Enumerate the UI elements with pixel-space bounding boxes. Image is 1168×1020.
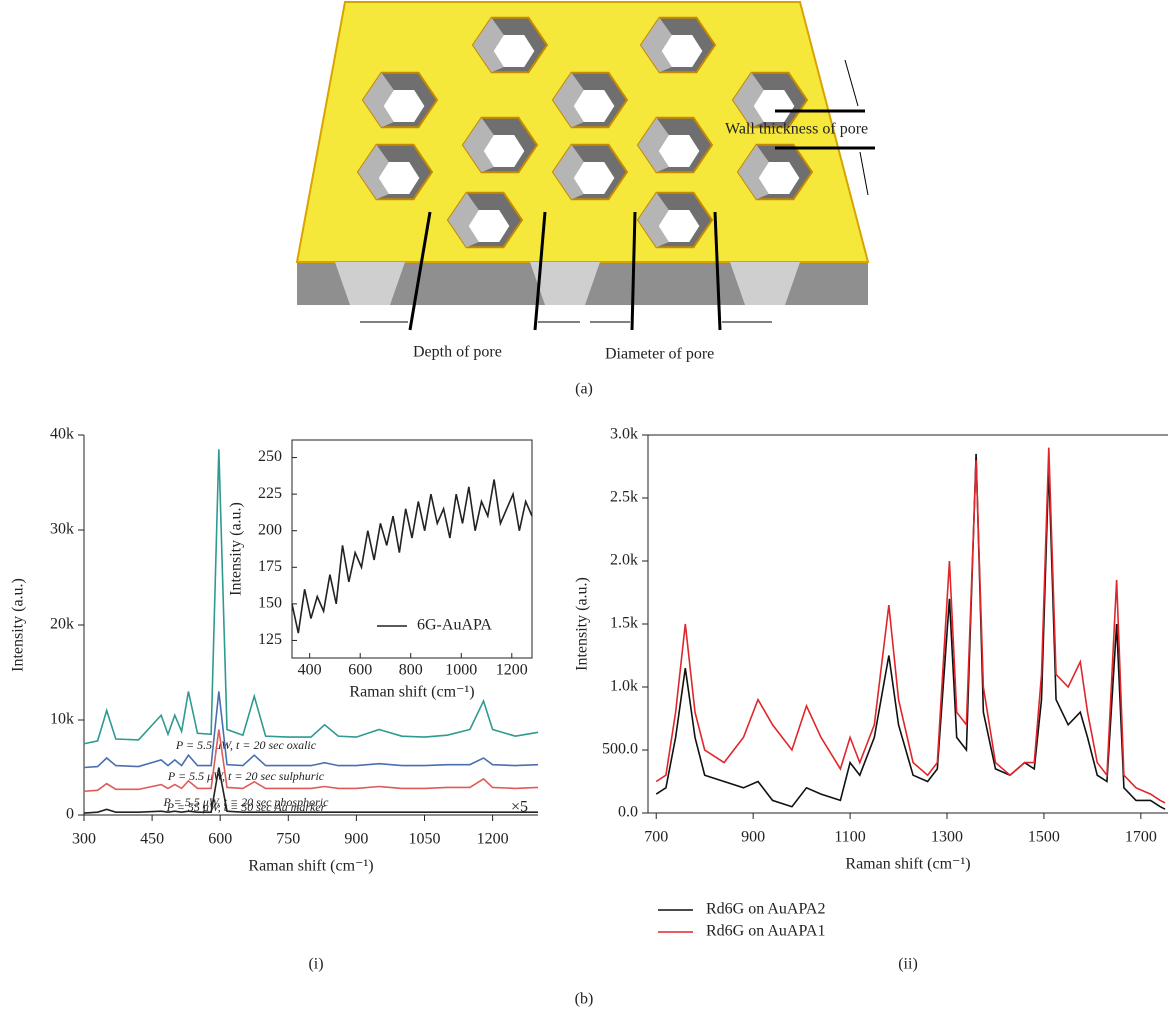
- y-tick-label: 2.5k: [610, 489, 638, 506]
- x-tick-label: 1050: [409, 831, 441, 848]
- caption: (i): [308, 956, 323, 973]
- x-tick-label: 1700: [1125, 829, 1157, 846]
- x-tick-label: 600: [208, 831, 232, 848]
- x-tick-label: 1500: [1028, 829, 1060, 846]
- y-axis-label: Intensity (a.u.): [228, 502, 245, 596]
- y-tick-label: 0: [66, 806, 74, 823]
- caption: (ii): [898, 956, 918, 973]
- y-tick-label: 150: [258, 595, 282, 612]
- pore-diagram: Wall thickness of pore Depth of pore Dia…: [297, 2, 875, 398]
- label: Wall thickness of pore: [725, 121, 868, 138]
- series-line: [656, 448, 1165, 803]
- x-tick-label: 450: [140, 831, 164, 848]
- x-tick-label: 400: [298, 662, 322, 679]
- x-tick-label: 600: [348, 662, 372, 679]
- y-axis-label: Intensity (a.u.): [10, 578, 27, 672]
- y-tick-label: 250: [258, 448, 282, 465]
- y-tick-label: 0.0: [618, 804, 638, 821]
- annotation: ×5: [511, 799, 528, 816]
- chart: 400 600 800 1000 1200 125 150 175 200 225 250 Raman…: [228, 440, 532, 701]
- x-axis-label: Raman shift (cm⁻¹): [349, 684, 474, 701]
- chart: 700 900 1100 1300 1500 1700 0.0 500.0 1.0k 1.5k 2.…: [574, 426, 1168, 973]
- label: Diameter of pore: [605, 346, 714, 363]
- plot-frame: [292, 440, 532, 658]
- series-label: P = 5.5 μW, t = 20 sec sulphuric: [167, 769, 325, 783]
- figure: Wall thickness of pore Depth of pore Dia…: [0, 0, 1168, 1015]
- y-tick-label: 20k: [50, 616, 74, 633]
- x-tick-label: 1000: [445, 662, 477, 679]
- x-tick-label: 300: [72, 831, 96, 848]
- x-tick-label: 750: [276, 831, 300, 848]
- series-line: [656, 454, 1165, 809]
- legend-label: Rd6G on AuAPA2: [706, 901, 825, 918]
- y-tick-label: 1.0k: [610, 678, 638, 695]
- x-axis-label: Raman shift (cm⁻¹): [248, 858, 373, 875]
- y-tick-label: 30k: [50, 521, 74, 538]
- y-tick-label: 200: [258, 521, 282, 538]
- x-tick-label: 1200: [477, 831, 509, 848]
- arrow: [845, 60, 858, 106]
- caption: (a): [575, 381, 593, 398]
- series-label: P = 55 μW, t = 50 sec Au marker: [166, 800, 326, 814]
- y-tick-label: 175: [258, 558, 282, 575]
- x-tick-label: 900: [741, 829, 765, 846]
- y-tick-label: 2.0k: [610, 552, 638, 569]
- x-tick-label: 1100: [834, 829, 865, 846]
- x-tick-label: 900: [344, 831, 368, 848]
- x-tick-label: 700: [644, 829, 668, 846]
- caption: (b): [575, 991, 594, 1008]
- y-tick-label: 500.0: [602, 741, 638, 758]
- x-tick-label: 1300: [931, 829, 963, 846]
- x-axis-label: Raman shift (cm⁻¹): [845, 856, 970, 873]
- label: Depth of pore: [413, 344, 502, 361]
- arrow: [860, 152, 868, 195]
- y-axis-label: Intensity (a.u.): [574, 577, 591, 671]
- x-tick-label: 800: [399, 662, 423, 679]
- legend-label: Rd6G on AuAPA1: [706, 923, 825, 940]
- y-tick-label: 125: [258, 631, 282, 648]
- y-tick-label: 1.5k: [610, 615, 638, 632]
- x-tick-label: 1200: [496, 662, 528, 679]
- y-tick-label: 3.0k: [610, 426, 638, 443]
- y-tick-label: 225: [258, 485, 282, 502]
- y-tick-label: 10k: [50, 711, 74, 728]
- series-label: P = 5.5 μW, t = 20 sec oxalic: [175, 738, 317, 752]
- y-tick-label: 40k: [50, 426, 74, 443]
- legend-label: 6G-AuAPA: [417, 617, 492, 634]
